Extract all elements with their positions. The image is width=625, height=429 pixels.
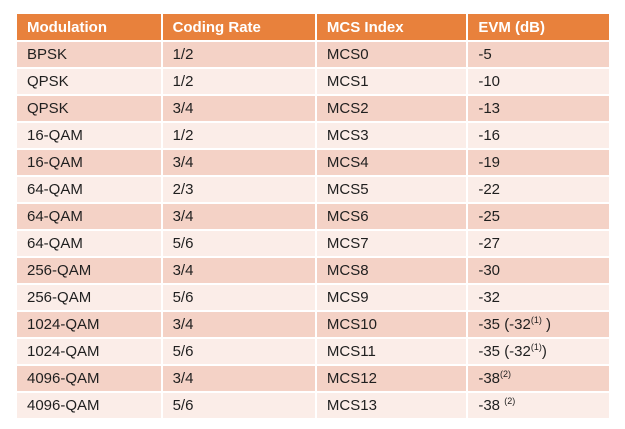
evm-footnote-superscript: (1) [530, 342, 542, 352]
evm-value-text: ) [541, 316, 552, 333]
cell-modulation: 256-QAM [17, 285, 161, 310]
cell-mcs-index: MCS13 [316, 393, 467, 418]
evm-value-text: -22 [478, 181, 501, 198]
table-row: 1024-QAM 5/6 MCS11 -35 (-32(1)) [17, 339, 609, 364]
table-row: 1024-QAM 3/4 MCS10 -35 (-32(1) ) [17, 312, 609, 337]
cell-evm: -30 [468, 258, 609, 283]
table-row: 4096-QAM 3/4 MCS12 -38(2) [17, 366, 609, 391]
cell-mcs-index: MCS7 [316, 231, 467, 256]
table-row: 256-QAM 3/4 MCS8 -30 [17, 258, 609, 283]
mcs-evm-table: Modulation Coding Rate MCS Index EVM (dB… [15, 12, 611, 420]
cell-coding-rate: 3/4 [162, 96, 315, 121]
table-row: 64-QAM 2/3 MCS5 -22 [17, 177, 609, 202]
table-row: 4096-QAM 5/6 MCS13 -38 (2) [17, 393, 609, 418]
cell-modulation: 1024-QAM [17, 339, 161, 364]
cell-mcs-index: MCS6 [316, 204, 467, 229]
evm-value-text: ) [541, 343, 547, 360]
table-body: BPSK 1/2 MCS0 -5 QPSK 1/2 MCS1 -10 QPSK 3/4 MCS2 -1… [17, 42, 609, 418]
cell-coding-rate: 5/6 [162, 231, 315, 256]
cell-mcs-index: MCS5 [316, 177, 467, 202]
cell-mcs-index: MCS4 [316, 150, 467, 175]
cell-evm: -25 [468, 204, 609, 229]
evm-value-text: -38 [478, 370, 501, 387]
cell-evm: -16 [468, 123, 609, 148]
evm-value-text: -16 [478, 127, 501, 144]
cell-evm: -22 [468, 177, 609, 202]
table-header-row: Modulation Coding Rate MCS Index EVM (dB… [17, 14, 609, 40]
table-row: QPSK 3/4 MCS2 -13 [17, 96, 609, 121]
cell-mcs-index: MCS11 [316, 339, 467, 364]
cell-coding-rate: 5/6 [162, 285, 315, 310]
cell-modulation: 256-QAM [17, 258, 161, 283]
cell-modulation: BPSK [17, 42, 161, 67]
cell-coding-rate: 3/4 [162, 312, 315, 337]
cell-modulation: 4096-QAM [17, 393, 161, 418]
cell-modulation: QPSK [17, 69, 161, 94]
cell-coding-rate: 5/6 [162, 393, 315, 418]
cell-coding-rate: 1/2 [162, 123, 315, 148]
cell-evm: -10 [468, 69, 609, 94]
cell-coding-rate: 5/6 [162, 339, 315, 364]
cell-mcs-index: MCS9 [316, 285, 467, 310]
cell-modulation: 16-QAM [17, 150, 161, 175]
cell-mcs-index: MCS10 [316, 312, 467, 337]
cell-evm: -35 (-32(1) ) [468, 312, 609, 337]
cell-mcs-index: MCS0 [316, 42, 467, 67]
cell-coding-rate: 3/4 [162, 150, 315, 175]
cell-evm: -5 [468, 42, 609, 67]
cell-evm: -38 (2) [468, 393, 609, 418]
evm-value-text: -25 [478, 208, 501, 225]
cell-mcs-index: MCS8 [316, 258, 467, 283]
cell-evm: -32 [468, 285, 609, 310]
evm-value-text: -35 (-32 [478, 316, 531, 333]
cell-evm: -38(2) [468, 366, 609, 391]
cell-evm: -35 (-32(1)) [468, 339, 609, 364]
header-cell-evm: EVM (dB) [468, 14, 609, 40]
table-row: 256-QAM 5/6 MCS9 -32 [17, 285, 609, 310]
evm-footnote-superscript: (1) [530, 315, 542, 325]
table-row: 64-QAM 5/6 MCS7 -27 [17, 231, 609, 256]
cell-modulation: 64-QAM [17, 204, 161, 229]
evm-value-text: -35 (-32 [478, 343, 531, 360]
evm-footnote-superscript: (2) [500, 369, 512, 379]
evm-value-text: -27 [478, 235, 501, 252]
cell-coding-rate: 2/3 [162, 177, 315, 202]
header-cell-modulation: Modulation [17, 14, 161, 40]
cell-coding-rate: 1/2 [162, 42, 315, 67]
cell-coding-rate: 3/4 [162, 258, 315, 283]
cell-mcs-index: MCS3 [316, 123, 467, 148]
table-row: BPSK 1/2 MCS0 -5 [17, 42, 609, 67]
evm-value-text: -32 [478, 289, 501, 306]
evm-value-text: -30 [478, 262, 501, 279]
mcs-evm-table-container: Modulation Coding Rate MCS Index EVM (dB… [15, 12, 611, 420]
cell-mcs-index: MCS2 [316, 96, 467, 121]
cell-modulation: 64-QAM [17, 177, 161, 202]
cell-modulation: QPSK [17, 96, 161, 121]
cell-coding-rate: 3/4 [162, 366, 315, 391]
evm-value-text: -19 [478, 154, 501, 171]
cell-evm: -13 [468, 96, 609, 121]
header-cell-mcs-index: MCS Index [316, 14, 467, 40]
table-row: QPSK 1/2 MCS1 -10 [17, 69, 609, 94]
cell-modulation: 64-QAM [17, 231, 161, 256]
cell-evm: -19 [468, 150, 609, 175]
cell-evm: -27 [468, 231, 609, 256]
evm-value-text: -5 [478, 46, 492, 63]
evm-value-text: -10 [478, 73, 501, 90]
cell-mcs-index: MCS12 [316, 366, 467, 391]
cell-coding-rate: 3/4 [162, 204, 315, 229]
evm-value-text: -38 [478, 397, 505, 414]
cell-coding-rate: 1/2 [162, 69, 315, 94]
table-row: 16-QAM 1/2 MCS3 -16 [17, 123, 609, 148]
evm-value-text: -13 [478, 100, 501, 117]
cell-modulation: 1024-QAM [17, 312, 161, 337]
cell-mcs-index: MCS1 [316, 69, 467, 94]
table-row: 16-QAM 3/4 MCS4 -19 [17, 150, 609, 175]
cell-modulation: 4096-QAM [17, 366, 161, 391]
cell-modulation: 16-QAM [17, 123, 161, 148]
evm-footnote-superscript: (2) [504, 396, 516, 406]
header-cell-coding-rate: Coding Rate [162, 14, 315, 40]
table-row: 64-QAM 3/4 MCS6 -25 [17, 204, 609, 229]
